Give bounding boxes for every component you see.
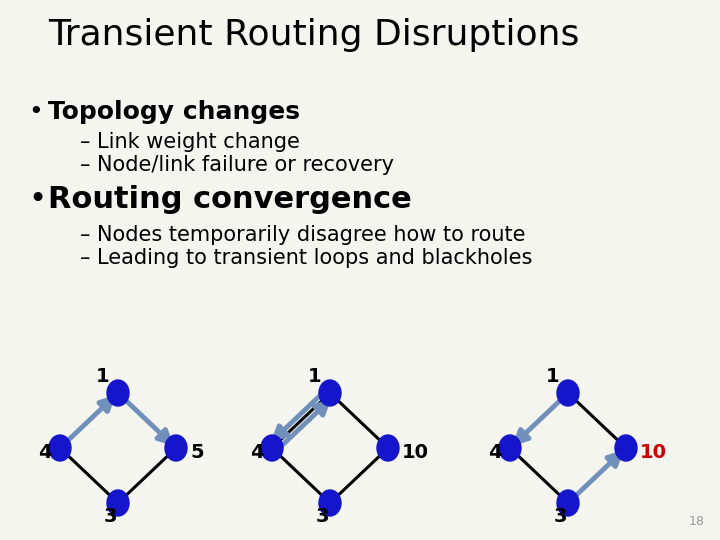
Text: 1: 1 xyxy=(308,368,322,387)
Text: 4: 4 xyxy=(38,442,52,462)
Ellipse shape xyxy=(107,490,129,516)
Text: 3: 3 xyxy=(554,508,567,526)
Ellipse shape xyxy=(499,435,521,461)
Text: 1: 1 xyxy=(96,368,109,387)
FancyArrowPatch shape xyxy=(516,395,566,442)
Text: 5: 5 xyxy=(190,442,204,462)
Text: 1: 1 xyxy=(546,368,559,387)
Ellipse shape xyxy=(49,435,71,461)
Text: •: • xyxy=(28,100,42,124)
Text: Transient Routing Disruptions: Transient Routing Disruptions xyxy=(48,18,580,52)
Ellipse shape xyxy=(261,435,283,461)
Text: 4: 4 xyxy=(250,442,264,462)
Text: – Leading to transient loops and blackholes: – Leading to transient loops and blackho… xyxy=(80,248,532,268)
Text: – Nodes temporarily disagree how to route: – Nodes temporarily disagree how to rout… xyxy=(80,225,526,245)
Text: 4: 4 xyxy=(488,442,502,462)
Text: 3: 3 xyxy=(316,508,330,526)
Text: 18: 18 xyxy=(689,515,705,528)
Text: •: • xyxy=(28,185,46,214)
FancyArrowPatch shape xyxy=(62,399,112,446)
Text: Routing convergence: Routing convergence xyxy=(48,185,412,214)
Ellipse shape xyxy=(319,490,341,516)
Ellipse shape xyxy=(615,435,637,461)
FancyArrowPatch shape xyxy=(570,454,620,501)
Text: 3: 3 xyxy=(104,508,117,526)
Text: Topology changes: Topology changes xyxy=(48,100,300,124)
Ellipse shape xyxy=(377,435,399,461)
Ellipse shape xyxy=(165,435,187,461)
FancyArrowPatch shape xyxy=(274,392,325,438)
Text: – Node/link failure or recovery: – Node/link failure or recovery xyxy=(80,155,394,175)
Ellipse shape xyxy=(319,380,341,406)
Ellipse shape xyxy=(557,380,579,406)
Text: 10: 10 xyxy=(402,442,429,462)
Ellipse shape xyxy=(107,380,129,406)
Ellipse shape xyxy=(557,490,579,516)
Text: 10: 10 xyxy=(640,442,667,462)
FancyArrowPatch shape xyxy=(277,402,328,450)
Text: – Link weight change: – Link weight change xyxy=(80,132,300,152)
FancyArrowPatch shape xyxy=(120,395,170,442)
